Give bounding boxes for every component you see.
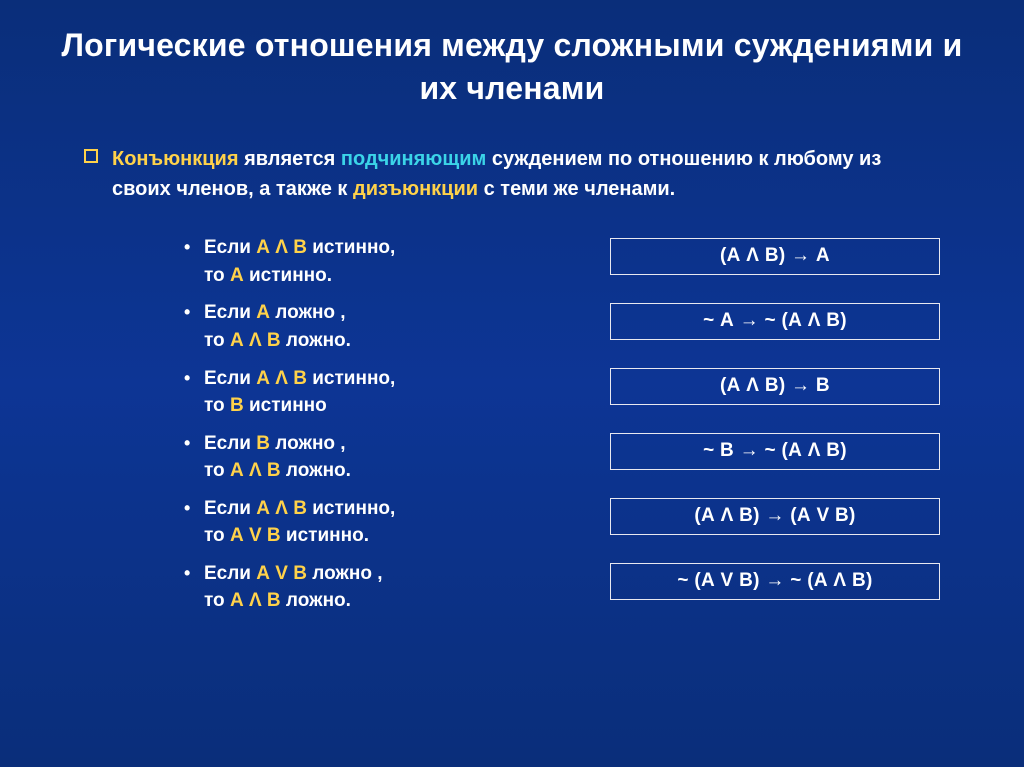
text-segment: А Λ В bbox=[230, 460, 281, 481]
rules-list: Если А Λ В истинно,то А истинно.Если А л… bbox=[180, 234, 550, 615]
rule-line-1: Если А Λ В истинно, bbox=[204, 495, 550, 523]
rule-line-1: Если А Λ В истинно, bbox=[204, 365, 550, 393]
rule-line-2: то А истинно. bbox=[204, 262, 550, 290]
text-segment: истинно, bbox=[307, 368, 395, 389]
rule-line-2: то А Λ В ложно. bbox=[204, 587, 550, 615]
text-segment: то bbox=[204, 265, 230, 286]
text-segment: Если bbox=[204, 368, 256, 389]
text-segment: А V В bbox=[230, 525, 281, 546]
text-segment: ложно , bbox=[270, 302, 346, 323]
text-segment: подчиняющим bbox=[341, 148, 492, 170]
rule-item: Если В ложно ,то А Λ В ложно. bbox=[180, 430, 550, 485]
text-segment: А bbox=[256, 302, 270, 323]
text-segment: истинно. bbox=[281, 525, 369, 546]
rule-item: Если А Λ В истинно,то А истинно. bbox=[180, 234, 550, 289]
formula-box: (А Λ В) → В bbox=[610, 368, 940, 405]
rule-item: Если А Λ В истинно,то В истинно bbox=[180, 365, 550, 420]
text-segment: А V В bbox=[256, 563, 307, 584]
text-segment: ложно , bbox=[270, 433, 346, 454]
formulas-column: (А Λ В) → А ~ А → ~ (А Λ В) (А Λ В) → В ~ В… bbox=[610, 234, 940, 625]
formula-box: ~ (А V В) → ~ (А Λ В) bbox=[610, 563, 940, 600]
square-bullet-icon bbox=[84, 149, 98, 163]
text-segment: с теми же членами. bbox=[484, 178, 676, 200]
rule-line-1: Если А ложно , bbox=[204, 299, 550, 327]
rule-item: Если А V В ложно ,то А Λ В ложно. bbox=[180, 560, 550, 615]
text-segment: Если bbox=[204, 302, 256, 323]
formula-box: (А Λ В) → (А V В) bbox=[610, 498, 940, 535]
text-segment: Если bbox=[204, 498, 256, 519]
formula-box: (А Λ В) → А bbox=[610, 238, 940, 275]
text-segment: то bbox=[204, 330, 230, 351]
text-segment: является bbox=[244, 148, 341, 170]
text-segment: ложно. bbox=[281, 590, 351, 611]
text-segment: ложно. bbox=[281, 330, 351, 351]
text-segment: А Λ В bbox=[230, 590, 281, 611]
text-segment: А Λ В bbox=[256, 237, 307, 258]
rule-line-2: то В истинно bbox=[204, 392, 550, 420]
rule-line-2: то А V В истинно. bbox=[204, 522, 550, 550]
text-segment: то bbox=[204, 590, 230, 611]
text-segment: А bbox=[230, 265, 244, 286]
text-segment: А Λ В bbox=[256, 498, 307, 519]
content-columns: Если А Λ В истинно,то А истинно.Если А л… bbox=[180, 234, 964, 625]
rule-item: Если А Λ В истинно,то А V В истинно. bbox=[180, 495, 550, 550]
text-segment: Если bbox=[204, 237, 256, 258]
text-segment: то bbox=[204, 395, 230, 416]
formula-box: ~ В → ~ (А Λ В) bbox=[610, 433, 940, 470]
text-segment: ложно , bbox=[307, 563, 383, 584]
text-segment: В bbox=[230, 395, 244, 416]
text-segment: истинно. bbox=[244, 265, 332, 286]
text-segment: Если bbox=[204, 563, 256, 584]
slide-title: Логические отношения между сложными сужд… bbox=[60, 24, 964, 110]
text-segment: Если bbox=[204, 433, 256, 454]
text-segment: Конъюнкция bbox=[112, 148, 244, 170]
text-segment: то bbox=[204, 460, 230, 481]
text-segment: А Λ В bbox=[230, 330, 281, 351]
text-segment: истинно, bbox=[307, 498, 395, 519]
rules-column: Если А Λ В истинно,то А истинно.Если А л… bbox=[180, 234, 550, 625]
text-segment: ложно. bbox=[281, 460, 351, 481]
rule-line-1: Если В ложно , bbox=[204, 430, 550, 458]
formula-box: ~ А → ~ (А Λ В) bbox=[610, 303, 940, 340]
rule-line-1: Если А Λ В истинно, bbox=[204, 234, 550, 262]
text-segment: истинно bbox=[244, 395, 327, 416]
rule-line-2: то А Λ В ложно. bbox=[204, 457, 550, 485]
intro-text: Конъюнкция является подчиняющим суждение… bbox=[112, 144, 934, 204]
text-segment: истинно, bbox=[307, 237, 395, 258]
rule-line-1: Если А V В ложно , bbox=[204, 560, 550, 588]
text-segment: А Λ В bbox=[256, 368, 307, 389]
rule-line-2: то А Λ В ложно. bbox=[204, 327, 550, 355]
intro-block: Конъюнкция является подчиняющим суждение… bbox=[84, 144, 934, 204]
text-segment: дизъюнкции bbox=[353, 178, 484, 200]
rule-item: Если А ложно ,то А Λ В ложно. bbox=[180, 299, 550, 354]
text-segment: то bbox=[204, 525, 230, 546]
text-segment: В bbox=[256, 433, 270, 454]
